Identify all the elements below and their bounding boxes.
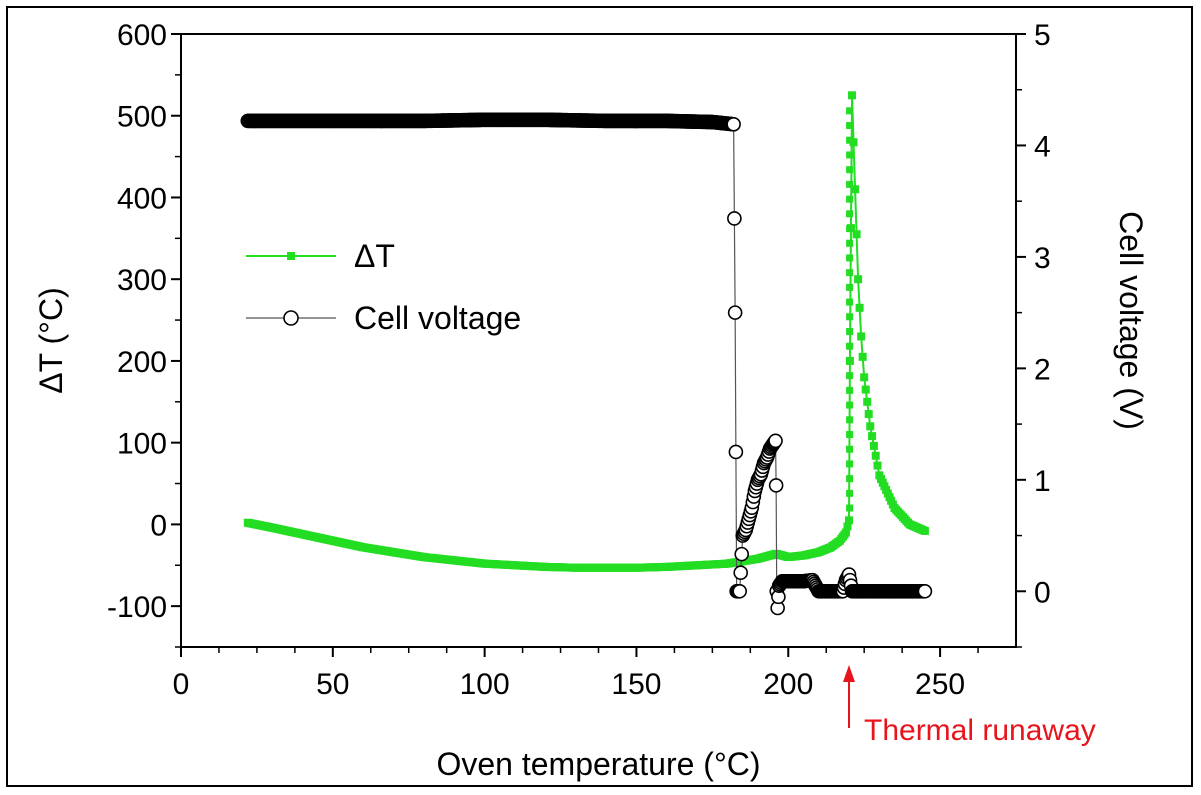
cell-voltage-point <box>727 305 743 320</box>
delta-t-point <box>854 275 863 284</box>
cell-voltage-point <box>768 478 784 493</box>
delta-t-point <box>846 475 854 483</box>
delta-t-point <box>866 422 875 431</box>
delta-t-point <box>846 460 854 468</box>
delta-t-point <box>855 303 864 312</box>
delta-t-point <box>871 451 880 460</box>
runaway-annotation: Thermal runaway <box>864 714 1096 747</box>
delta-t-point <box>846 122 854 130</box>
runaway-arrow-head <box>843 665 855 682</box>
delta-t-point <box>846 195 854 203</box>
delta-t-point <box>846 328 854 336</box>
delta-t-point <box>861 385 870 394</box>
delta-t-point <box>846 445 854 453</box>
delta-t-point <box>863 397 872 406</box>
delta-t-point <box>849 138 858 147</box>
delta-t-point <box>852 230 861 239</box>
y-left-tick-label: 200 <box>117 346 167 379</box>
delta-t-point <box>846 416 854 424</box>
delta-t-point <box>846 504 854 512</box>
delta-t-point <box>869 441 878 450</box>
delta-t-point <box>846 283 854 291</box>
delta-t-point <box>846 254 854 262</box>
y-left-tick-label: 600 <box>117 19 167 52</box>
delta-t-point <box>845 516 853 525</box>
series-cell-voltage-line <box>247 119 925 609</box>
delta-t-point <box>846 357 854 365</box>
y-right-tick-label: 4 <box>1034 130 1051 163</box>
series-cell-voltage <box>240 112 933 616</box>
delta-t-point <box>846 210 854 218</box>
delta-t-point <box>846 239 854 247</box>
delta-t-point <box>841 528 850 537</box>
delta-t-point <box>846 401 854 409</box>
delta-t-point <box>846 136 854 144</box>
delta-t-point <box>846 225 854 233</box>
delta-t-point <box>864 410 873 419</box>
cell-voltage-point <box>917 583 933 599</box>
cell-voltage-point <box>733 565 749 580</box>
y-right-tick-label: 3 <box>1034 242 1051 275</box>
delta-t-point <box>848 91 857 100</box>
x-tick-label: 50 <box>316 668 349 701</box>
y-left-tick-label: 0 <box>150 509 167 542</box>
legend-cell-voltage-marker <box>283 310 299 326</box>
delta-t-point <box>920 526 929 535</box>
legend-delta-t-label: ΔT <box>354 238 395 274</box>
series-delta-t-line <box>247 95 926 569</box>
y-right-tick-label: 2 <box>1034 353 1051 386</box>
delta-t-point <box>846 298 854 306</box>
y-right-tick-label: 1 <box>1034 465 1051 498</box>
cell-voltage-point <box>732 583 747 599</box>
y-left-tick-label: 100 <box>117 428 167 461</box>
series-delta-t <box>243 91 929 572</box>
delta-t-point <box>860 373 869 382</box>
y-left-tick-label: 300 <box>117 264 167 297</box>
y-left-axis-title: ΔT (°C) <box>33 287 69 393</box>
y-right-axis-title: Cell voltage (V) <box>1113 211 1149 430</box>
cell-voltage-point <box>768 433 783 449</box>
x-tick-label: 0 <box>173 668 190 701</box>
y-left-tick-label: -100 <box>107 591 167 624</box>
delta-t-point <box>858 352 867 361</box>
cell-voltage-point <box>734 546 750 562</box>
legend-cell-voltage-label: Cell voltage <box>354 300 521 336</box>
x-axis-title: Oven temperature (°C) <box>436 746 760 782</box>
x-tick-label: 250 <box>915 668 965 701</box>
delta-t-point <box>846 166 854 174</box>
delta-t-point <box>846 269 854 277</box>
delta-t-point <box>851 185 860 194</box>
y-left-tick-label: 400 <box>117 182 167 215</box>
delta-t-point <box>846 430 854 438</box>
delta-t-point <box>846 313 854 321</box>
delta-t-point <box>857 332 866 341</box>
y-right-tick-label: 5 <box>1034 19 1051 52</box>
delta-t-point <box>873 461 882 470</box>
y-left-tick-label: 500 <box>117 101 167 134</box>
legend-delta-t-marker <box>287 252 295 260</box>
cell-voltage-point <box>726 116 741 132</box>
delta-t-point <box>846 107 854 115</box>
cell-voltage-point <box>728 444 744 460</box>
cell-voltage-point <box>727 211 742 226</box>
delta-t-point <box>846 489 854 497</box>
delta-t-point <box>846 151 854 159</box>
x-tick-label: 150 <box>611 668 661 701</box>
delta-t-point <box>843 522 852 531</box>
delta-t-point <box>846 180 854 188</box>
x-tick-label: 200 <box>763 668 813 701</box>
delta-t-point <box>846 372 854 380</box>
delta-t-point <box>846 386 854 394</box>
delta-t-point <box>846 342 854 350</box>
y-right-tick-label: 0 <box>1034 576 1051 609</box>
x-tick-label: 100 <box>460 668 510 701</box>
delta-t-point <box>868 432 877 441</box>
chart-frame <box>6 6 1193 787</box>
